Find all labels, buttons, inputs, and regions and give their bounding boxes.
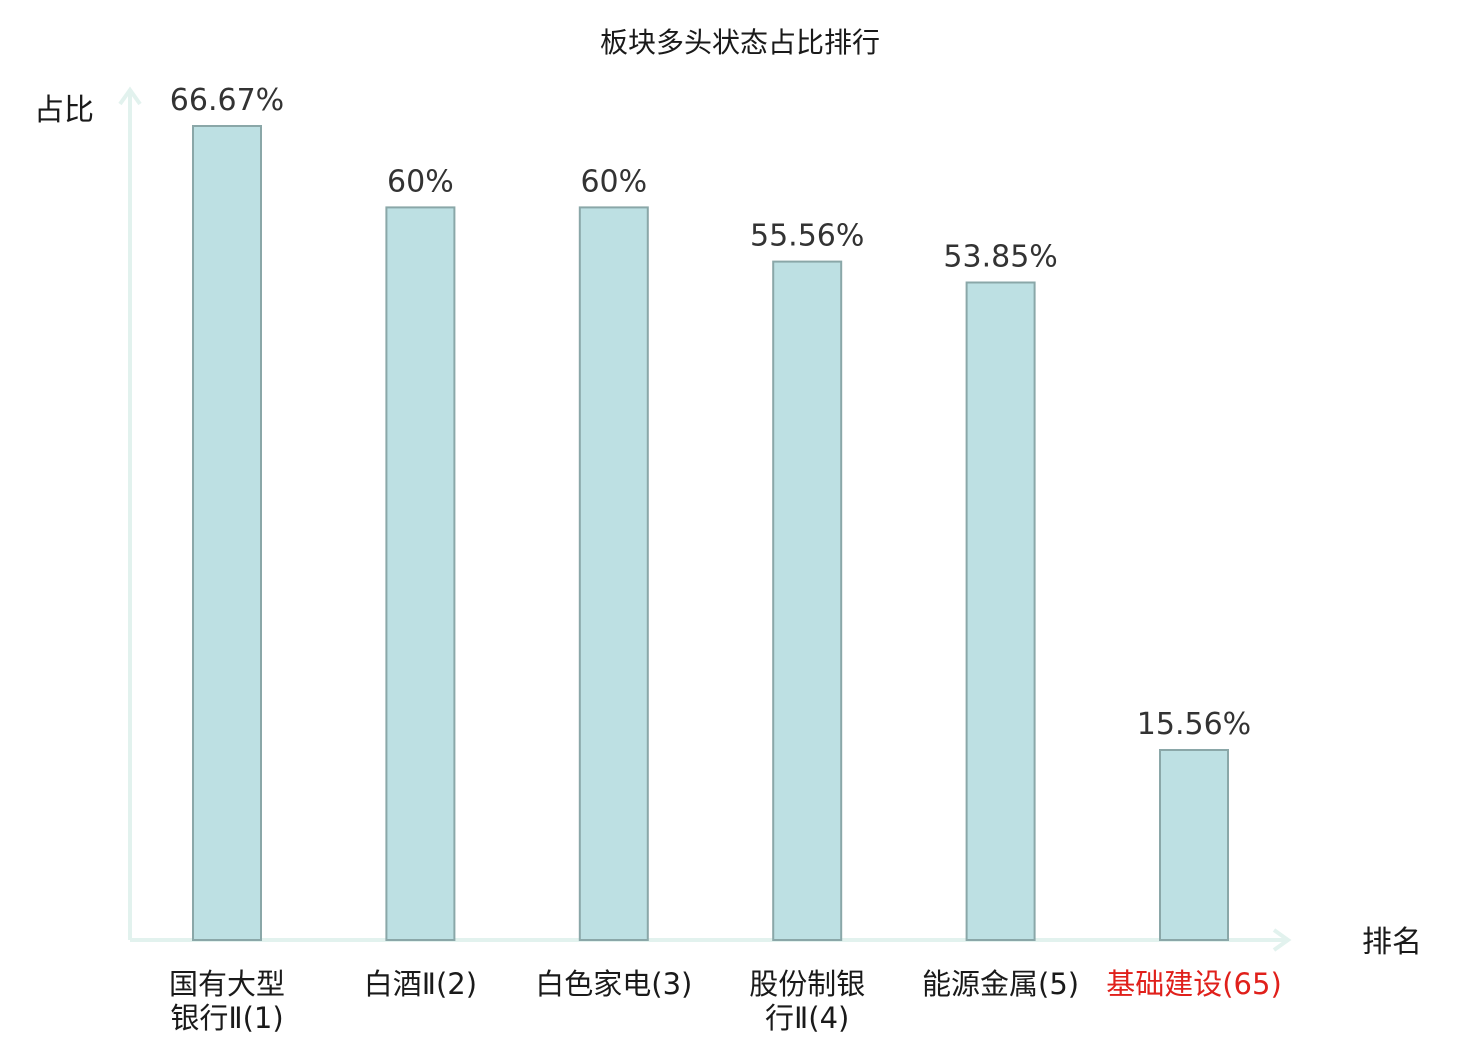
y-axis-label: 占比	[34, 93, 94, 128]
value-labels: 66.67% 60% 60% 55.56% 53.85% 15.56%	[170, 83, 1251, 742]
bar-6	[1159, 749, 1229, 941]
x-axis-arrow	[1272, 928, 1292, 952]
bar-3	[578, 206, 649, 941]
axes	[118, 86, 1292, 952]
category-label-4-line-2: 行Ⅱ(4)	[765, 1001, 849, 1035]
y-axis-arrow	[118, 86, 142, 106]
value-label-4: 55.56%	[750, 219, 864, 254]
bar-5	[965, 281, 1036, 941]
category-label-1-line-2: 银行Ⅱ(1)	[170, 1001, 283, 1035]
bar-1	[192, 125, 262, 941]
category-labels: 国有大型银行Ⅱ(1) 白酒Ⅱ(2) 白色家电(3) 股份制银行Ⅱ(4) 能源金属(5) 基…	[169, 967, 1282, 1035]
category-label-2: 白酒Ⅱ(2)	[364, 967, 477, 1001]
category-label-4-line-1: 股份制银	[749, 967, 865, 1001]
value-label-6: 15.56%	[1137, 707, 1251, 742]
value-label-2: 60%	[387, 164, 454, 199]
value-label-3: 60%	[580, 164, 647, 199]
category-label-5-line-1: 能源金属(5)	[922, 967, 1079, 1001]
bar-4	[772, 260, 843, 942]
category-label-5: 能源金属(5)	[922, 967, 1079, 1001]
category-label-4: 股份制银行Ⅱ(4)	[749, 967, 865, 1035]
chart-title: 板块多头状态占比排行	[600, 26, 880, 59]
category-label-6: 基础建设(65)	[1106, 967, 1282, 1001]
category-label-1: 国有大型银行Ⅱ(1)	[169, 967, 285, 1035]
category-label-3-line-1: 白色家电(3)	[535, 967, 692, 1001]
category-label-6-line-1: 基础建设(65)	[1106, 967, 1282, 1001]
value-label-1: 66.67%	[170, 83, 284, 118]
category-label-1-line-1: 国有大型	[169, 967, 285, 1001]
x-axis-label: 排名	[1362, 925, 1422, 960]
value-label-5: 53.85%	[943, 240, 1057, 275]
category-label-3: 白色家电(3)	[535, 967, 692, 1001]
category-label-2-line-1: 白酒Ⅱ(2)	[364, 967, 477, 1001]
bar-2	[385, 206, 456, 941]
bars	[192, 125, 1229, 942]
